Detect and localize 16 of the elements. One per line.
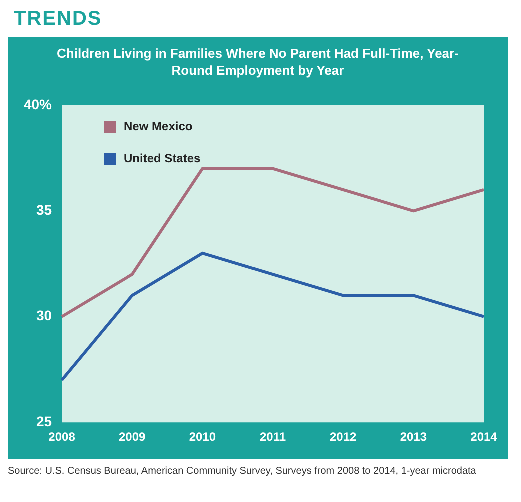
y-tick-label: 35 (36, 202, 52, 218)
chart-title: TRENDS (14, 8, 104, 31)
legend-label: New Mexico (124, 120, 193, 134)
y-tick-label: 40% (24, 96, 53, 112)
source-note: Source: U.S. Census Bureau, American Community Survey, Surveys from 2008 to 2014, 1-year microdata (8, 465, 478, 478)
x-tick-label: 2012 (330, 430, 358, 444)
x-tick-label: 2014 (470, 430, 498, 444)
y-tick-label: 25 (36, 413, 52, 430)
x-tick-label: 2013 (400, 430, 428, 444)
x-tick-label: 2009 (119, 430, 146, 444)
x-tick-label: 2008 (48, 430, 76, 444)
chart-subtitle: Children Living in Families Where No Parent Had Full-Time, Year-Round Employment by Year (56, 45, 460, 80)
x-tick-label: 2011 (260, 430, 286, 444)
legend-label: United States (124, 152, 202, 166)
x-tick-label: 2010 (189, 430, 216, 444)
y-tick-label: 30 (36, 308, 52, 324)
